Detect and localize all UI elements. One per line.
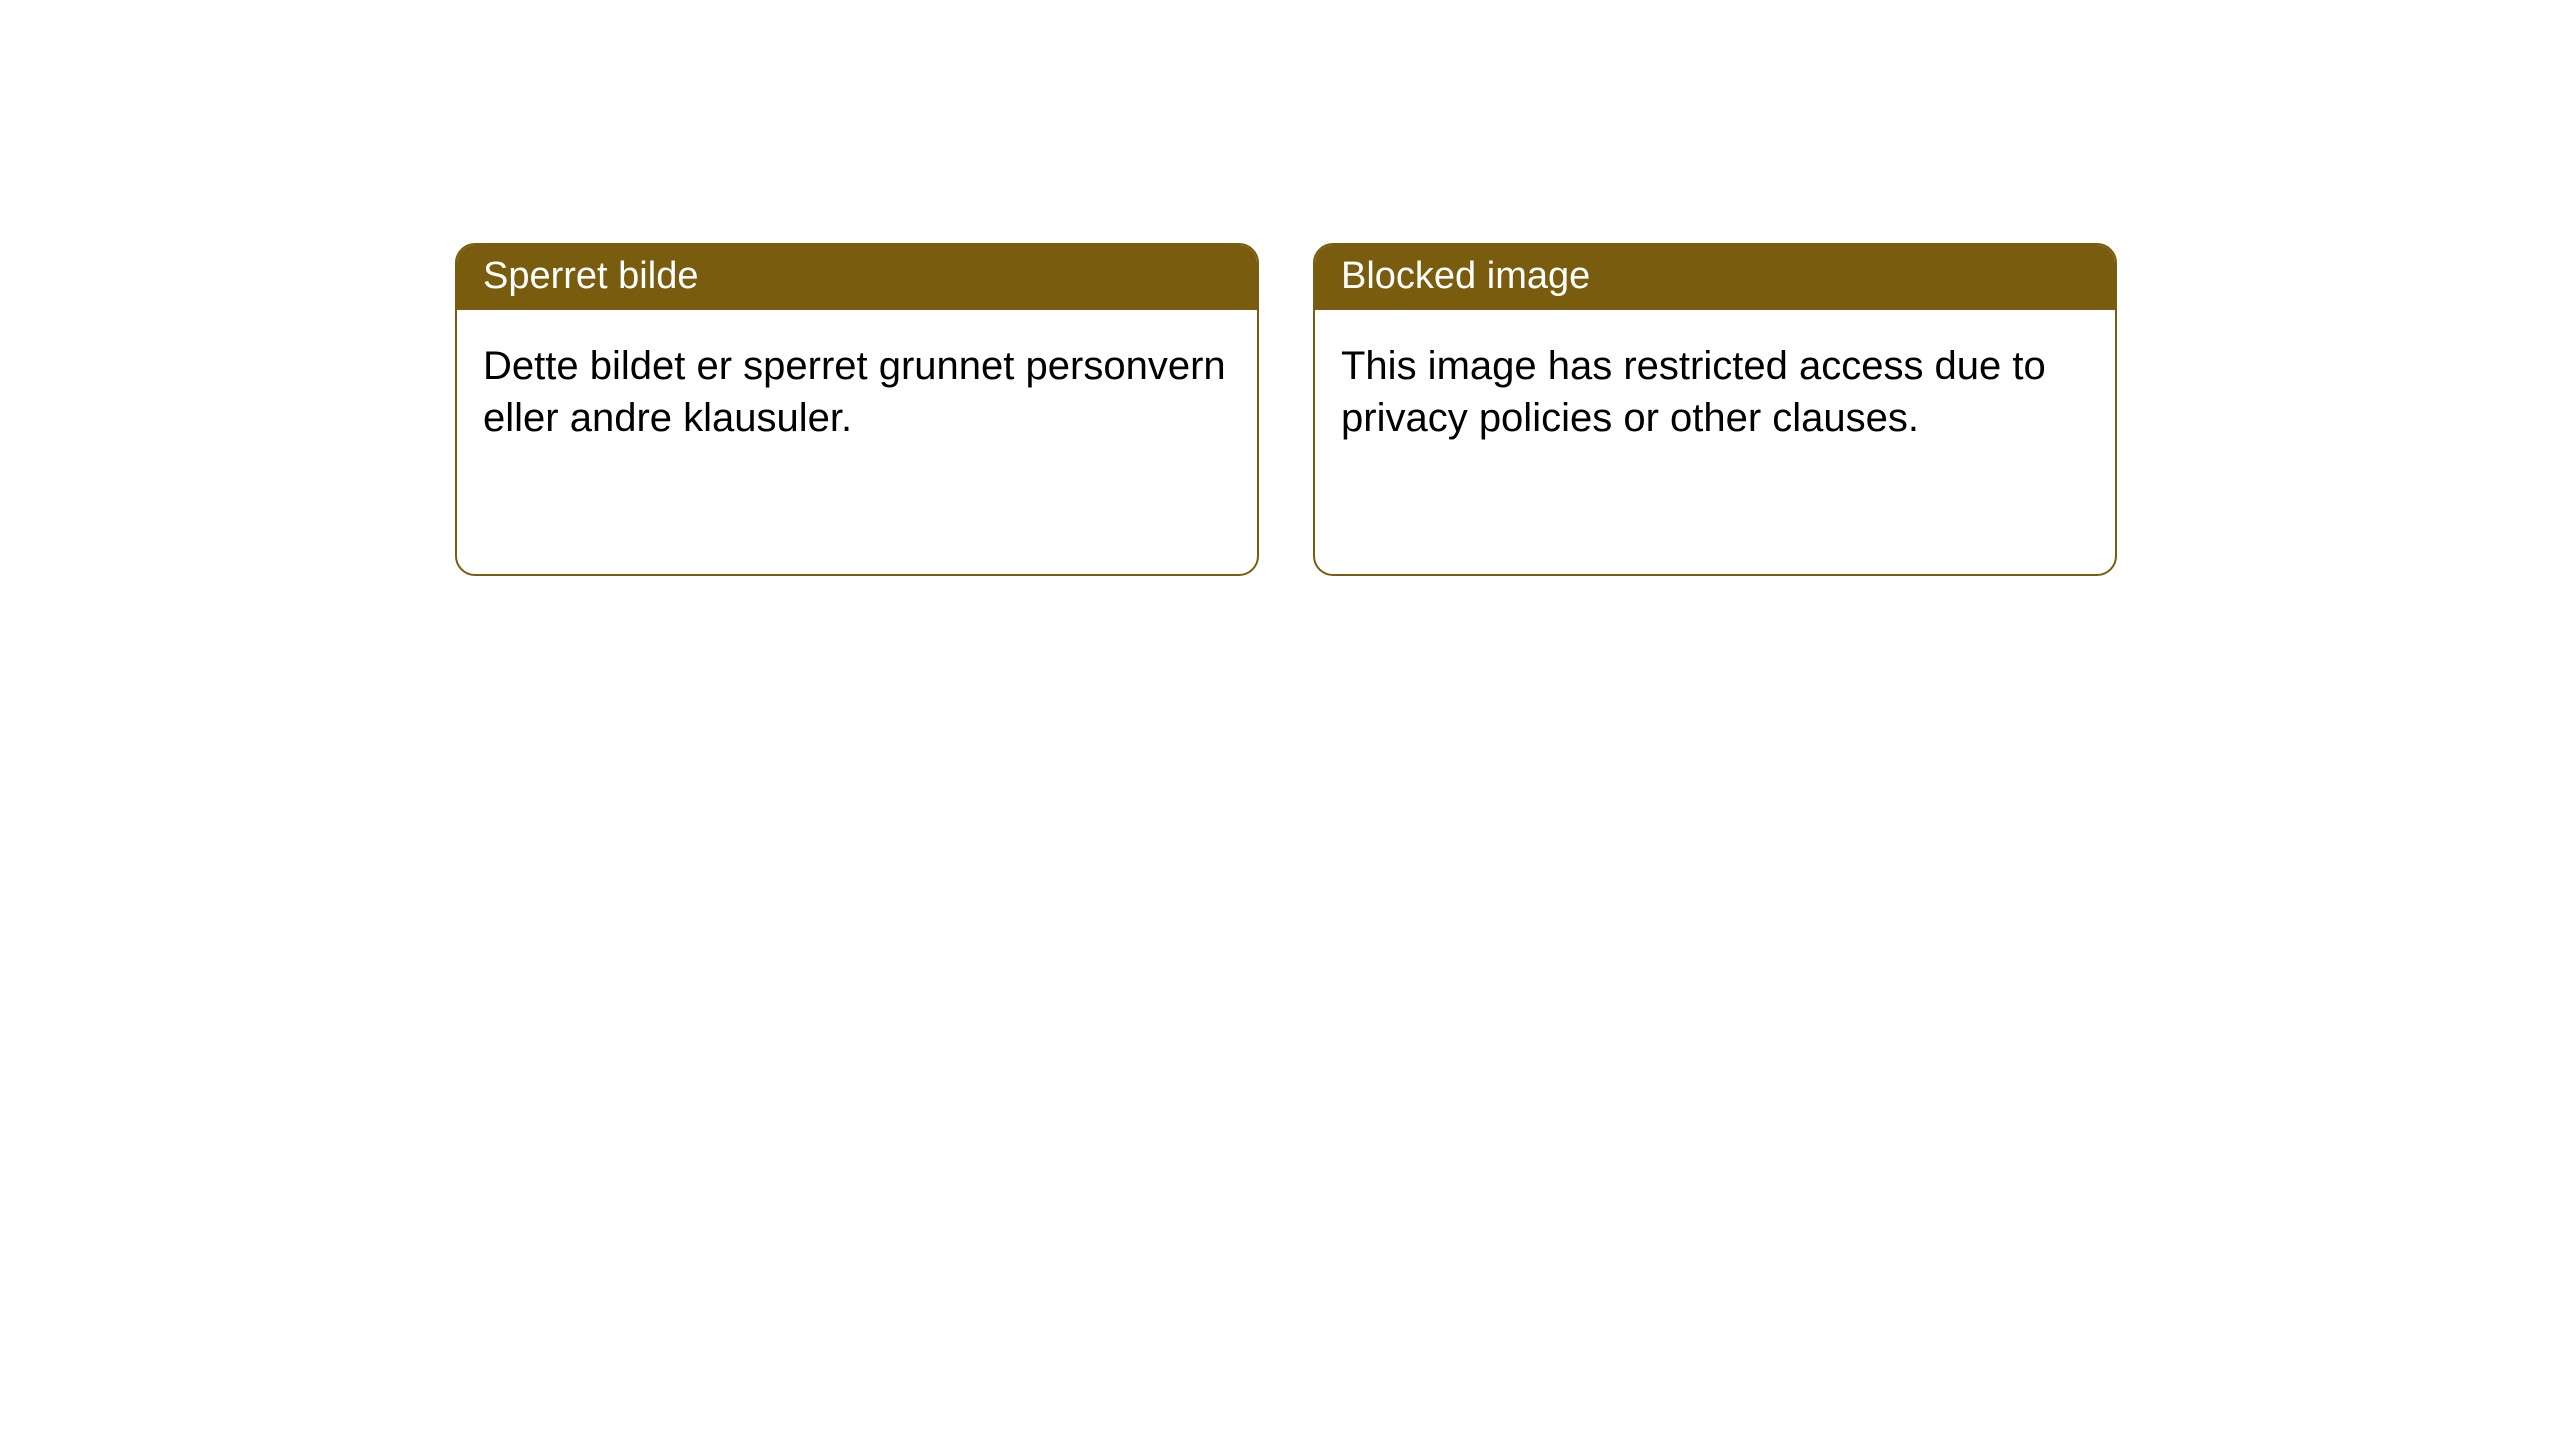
card-body: Dette bildet er sperret grunnet personve…: [457, 310, 1257, 474]
card-body: This image has restricted access due to …: [1315, 310, 2115, 474]
notice-cards-container: Sperret bilde Dette bildet er sperret gr…: [0, 0, 2560, 576]
notice-card-english: Blocked image This image has restricted …: [1313, 243, 2117, 576]
card-header: Blocked image: [1315, 245, 2115, 310]
card-header: Sperret bilde: [457, 245, 1257, 310]
notice-card-norwegian: Sperret bilde Dette bildet er sperret gr…: [455, 243, 1259, 576]
